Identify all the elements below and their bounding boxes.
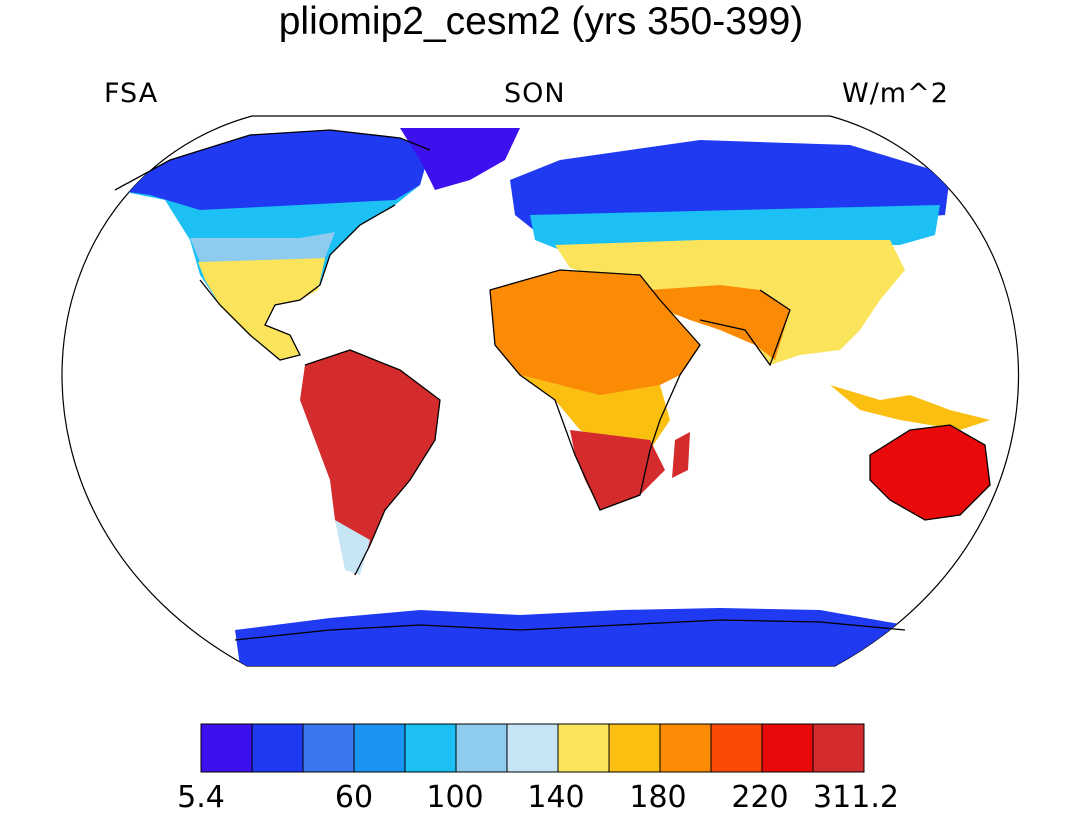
madagascar: [672, 432, 690, 478]
colorbar-tick-label: 5.4: [177, 780, 225, 815]
variable-label: FSA: [104, 78, 159, 109]
greenland-land: [400, 128, 520, 190]
africa-central: [520, 375, 670, 450]
colorbar-swatch: [353, 723, 406, 773]
colorbar-tick-label: 60: [334, 780, 374, 815]
antarctica-land: [235, 608, 905, 666]
units-label: W/m^2: [842, 78, 949, 109]
north-america-south: [198, 258, 325, 360]
africa-north: [490, 270, 700, 400]
new-zealand: [995, 510, 1019, 545]
map-title: pliomip2_cesm2 (yrs 350-399): [278, 0, 804, 43]
north-america-mid: [190, 232, 335, 262]
colorbar-tick-label: 220: [731, 780, 789, 815]
colorbar-swatch: [710, 723, 763, 773]
south-america-land: [300, 350, 440, 575]
colorbar-tick-label: 100: [426, 780, 484, 815]
colorbar-swatch: [812, 723, 865, 773]
colorbar-swatch: [302, 723, 355, 773]
coastlines: [114, 129, 991, 641]
colorbar-swatch: [404, 723, 457, 773]
colorbar-swatch: [506, 723, 559, 773]
colorbar-tick-label: 180: [629, 780, 687, 815]
colorbar-swatch: [251, 723, 304, 773]
indonesia-islands: [830, 385, 990, 430]
colorbar-tick-label: 311.2: [813, 780, 899, 815]
colorbar-swatch: [608, 723, 661, 773]
north-america-north: [115, 130, 430, 210]
colorbar-swatch: [659, 723, 712, 773]
colorbar-tick-label: 140: [527, 780, 585, 815]
colorbar-swatch: [200, 723, 253, 773]
arabia-india: [650, 285, 790, 360]
colorbar: [200, 723, 865, 773]
colorbar-swatch: [455, 723, 508, 773]
eurasia-mid: [530, 205, 940, 250]
colorbar-swatch: [557, 723, 610, 773]
colorbar-swatch: [761, 723, 814, 773]
australia-land: [870, 425, 990, 520]
season-label: SON: [504, 78, 566, 109]
